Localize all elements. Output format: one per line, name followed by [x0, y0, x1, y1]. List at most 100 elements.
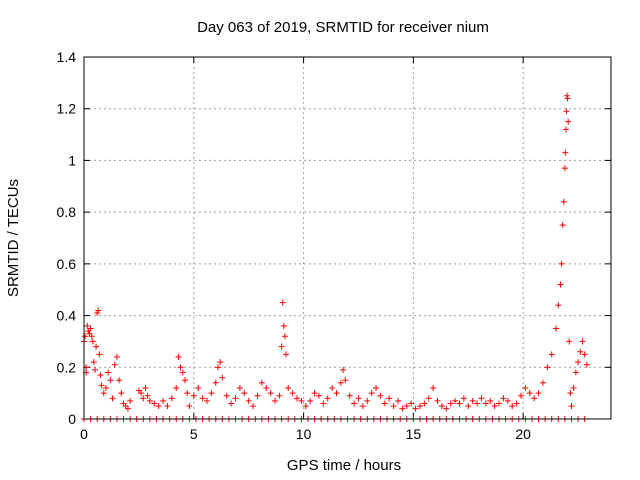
- data-point: [214, 364, 221, 371]
- data-point: [177, 364, 184, 371]
- data-point: [186, 403, 193, 410]
- data-point: [364, 397, 371, 404]
- data-point: [399, 405, 406, 412]
- data-point: [535, 390, 542, 397]
- x-tick-label: 15: [406, 426, 422, 442]
- data-point: [377, 392, 384, 399]
- data-point: [416, 403, 423, 410]
- data-point: [522, 384, 529, 391]
- data-point: [100, 390, 107, 397]
- data-point: [113, 353, 120, 360]
- y-tick-label: 0.2: [57, 359, 77, 375]
- y-tick-label: 0: [68, 411, 76, 427]
- data-point: [93, 343, 100, 350]
- data-point: [340, 366, 347, 373]
- data-point: [278, 343, 285, 350]
- data-point: [283, 351, 290, 358]
- x-tick-label: 0: [80, 426, 88, 442]
- data-point: [560, 198, 567, 205]
- data-point: [267, 390, 274, 397]
- data-point: [438, 403, 445, 410]
- data-point: [87, 325, 94, 332]
- data-point: [324, 395, 331, 402]
- data-point: [500, 395, 507, 402]
- data-point: [212, 379, 219, 386]
- data-point: [82, 333, 89, 340]
- data-point: [469, 397, 476, 404]
- data-point: [430, 384, 437, 391]
- data-point: [208, 390, 215, 397]
- data-point: [228, 400, 235, 407]
- data-point: [276, 392, 283, 399]
- data-point: [355, 395, 362, 402]
- data-point: [456, 400, 463, 407]
- data-point: [403, 403, 410, 410]
- data-point: [395, 397, 402, 404]
- data-point: [107, 377, 114, 384]
- data-point: [386, 395, 393, 402]
- data-point: [373, 384, 380, 391]
- data-point: [105, 369, 112, 376]
- data-point: [562, 149, 569, 156]
- data-point: [544, 364, 551, 371]
- data-point: [199, 395, 206, 402]
- data-point: [258, 379, 265, 386]
- data-point: [408, 400, 415, 407]
- data-point: [84, 322, 91, 329]
- y-tick-label: 0.6: [57, 256, 77, 272]
- data-point: [559, 222, 566, 229]
- data-point: [333, 390, 340, 397]
- data-point: [281, 333, 288, 340]
- data-point: [254, 392, 261, 399]
- tick-labels: 0 5 10 15 20 0 0.2 0.4 0.6 0.8 1 1.2 1.4: [57, 49, 532, 442]
- data-point: [517, 392, 524, 399]
- data-point: [298, 397, 305, 404]
- data-point: [579, 338, 586, 345]
- data-point: [562, 126, 569, 133]
- plot-frame: [83, 56, 612, 420]
- data-point: [307, 397, 314, 404]
- data-point: [146, 397, 153, 404]
- axis-ticks: [83, 56, 611, 420]
- data-point: [155, 403, 162, 410]
- data-point: [555, 302, 562, 309]
- data-point: [97, 372, 104, 379]
- data-point: [138, 390, 145, 397]
- data-point: [311, 390, 318, 397]
- data-point: [315, 392, 322, 399]
- data-point: [346, 392, 353, 399]
- data-point: [558, 260, 565, 267]
- data-point: [184, 390, 191, 397]
- data-point: [203, 397, 210, 404]
- data-point: [144, 392, 151, 399]
- chart-title: Day 063 of 2019, SRMTID for receiver niu…: [197, 19, 489, 36]
- data-point: [563, 108, 570, 115]
- data-point: [381, 400, 388, 407]
- data-point: [337, 379, 344, 386]
- data-point: [164, 403, 171, 410]
- data-point: [567, 390, 574, 397]
- data-point: [179, 369, 186, 376]
- data-point: [195, 384, 202, 391]
- data-point: [553, 325, 560, 332]
- data-point: [452, 397, 459, 404]
- data-point: [496, 400, 503, 407]
- data-point: [160, 397, 167, 404]
- data-point: [168, 395, 175, 402]
- data-point: [566, 338, 573, 345]
- data-point: [124, 405, 131, 412]
- data-point: [570, 384, 577, 391]
- data-point: [474, 400, 481, 407]
- data-point: [250, 403, 257, 410]
- data-point: [232, 395, 239, 402]
- data-point: [568, 403, 575, 410]
- data-point: [465, 403, 472, 410]
- data-point: [531, 395, 538, 402]
- data-point: [241, 390, 248, 397]
- data-point: [447, 400, 454, 407]
- data-point: [577, 348, 584, 355]
- x-tick-label: 10: [296, 426, 312, 442]
- data-point: [539, 379, 546, 386]
- data-point: [109, 395, 116, 402]
